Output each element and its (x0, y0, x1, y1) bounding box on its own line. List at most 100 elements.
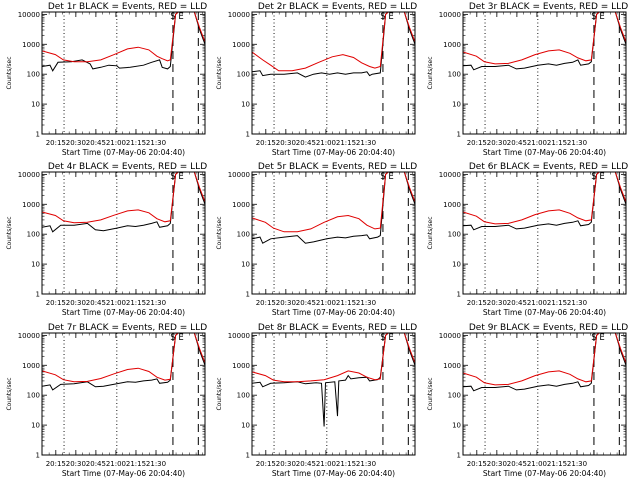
x-tick-label: 21:15 (547, 299, 567, 307)
y-tick-label: 10000 (18, 332, 40, 340)
x-tick-label: 20:15 (46, 139, 66, 147)
y-tick-label: 1 (36, 131, 40, 139)
x-axis-label: Start Time (07-May-06 20:04:40) (272, 308, 395, 317)
chart-title: Det 8r BLACK = Events, RED = LLD (258, 323, 417, 333)
x-tick-label: 20:15 (256, 139, 276, 147)
y-tick-label: 10000 (228, 332, 250, 340)
x-tick-label: 21:15 (336, 299, 356, 307)
x-tick-label: 21:00 (106, 139, 126, 147)
y-tick-label: 100 (237, 231, 250, 239)
y-axis-label: Counts/sec (427, 216, 434, 249)
series-group (252, 172, 415, 244)
y-tick-label: 10 (31, 422, 40, 430)
plot-frame (41, 332, 206, 456)
y-tick-label: 10 (31, 261, 40, 269)
series-group (42, 172, 205, 233)
x-tick-label: 20:15 (256, 299, 276, 307)
x-tick-label: 20:45 (507, 460, 527, 468)
x-tick-label: 21:30 (567, 460, 587, 468)
series-line-events (252, 333, 415, 427)
chart-panel-4: Det 4r BLACK = Events, RED = LLD Counts/s… (6, 162, 207, 317)
y-tick-label: 10000 (18, 171, 40, 179)
y-axis-label: Counts/sec (6, 56, 13, 89)
y-tick-label: 1 (457, 452, 461, 460)
y-tick-label: 10000 (439, 11, 461, 19)
y-tick-label: 1 (457, 291, 461, 299)
x-tick-label: 20:30 (66, 139, 86, 147)
chart-panel-8: Det 8r BLACK = Events, RED = LLD Counts/s… (216, 323, 417, 478)
chart-panel-2: Det 2r BLACK = Events, RED = LLD Counts/s… (216, 2, 417, 157)
x-tick-label: 20:15 (467, 460, 487, 468)
x-tick-label: 20:15 (256, 460, 276, 468)
x-tick-label: 20:15 (46, 299, 66, 307)
x-tick-label: 20:30 (276, 139, 296, 147)
chart-title: Det 3r BLACK = Events, RED = LLD (469, 2, 628, 12)
flare-flag-label: S E (591, 333, 604, 343)
series-line-lld (42, 333, 205, 383)
y-tick-label: 10000 (18, 11, 40, 19)
x-tick-label: 20:30 (276, 460, 296, 468)
x-tick-label: 20:45 (86, 139, 106, 147)
series-group (42, 12, 205, 72)
x-axis-label: Start Time (07-May-06 20:04:40) (483, 469, 606, 478)
series-group (252, 12, 415, 78)
y-tick-label: 10 (241, 422, 250, 430)
x-tick-label: 21:15 (126, 299, 146, 307)
series-line-events (252, 172, 415, 244)
y-tick-label: 1000 (22, 41, 40, 49)
flare-flag-label: S E (591, 172, 604, 182)
x-axis-label: Start Time (07-May-06 20:04:40) (62, 469, 185, 478)
x-tick-label: 20:30 (487, 139, 507, 147)
series-group (463, 172, 626, 231)
plot-frame (462, 171, 627, 295)
series-group (463, 333, 626, 392)
plot-frame (251, 171, 416, 295)
y-tick-label: 1000 (22, 201, 40, 209)
y-tick-label: 100 (237, 71, 250, 79)
x-tick-label: 21:00 (527, 460, 547, 468)
y-tick-label: 10000 (228, 171, 250, 179)
chart-title: Det 6r BLACK = Events, RED = LLD (469, 162, 628, 172)
x-tick-label: 20:45 (296, 460, 316, 468)
plot-frame (462, 332, 627, 456)
chart-panel-7: Det 7r BLACK = Events, RED = LLD Counts/s… (6, 323, 207, 478)
x-tick-label: 20:15 (467, 299, 487, 307)
y-tick-label: 10000 (439, 171, 461, 179)
series-line-lld (252, 172, 415, 233)
y-axis-label: Counts/sec (427, 56, 434, 89)
y-tick-label: 10000 (439, 332, 461, 340)
chart-panel-5: Det 5r BLACK = Events, RED = LLD Counts/s… (216, 162, 417, 317)
x-axis-label: Start Time (07-May-06 20:04:40) (483, 148, 606, 157)
series-group (463, 12, 626, 71)
x-tick-label: 20:15 (467, 139, 487, 147)
y-tick-label: 10 (452, 422, 461, 430)
plot-frame (41, 11, 206, 135)
plot-frame (251, 332, 416, 456)
x-tick-label: 21:00 (106, 460, 126, 468)
x-tick-label: 21:30 (146, 139, 166, 147)
series-line-lld (252, 333, 415, 383)
chart-panel-1: Det 1r BLACK = Events, RED = LLD Counts/s… (6, 2, 207, 157)
y-tick-label: 100 (27, 231, 40, 239)
y-tick-label: 1 (246, 291, 250, 299)
y-tick-label: 10 (452, 101, 461, 109)
y-tick-label: 10 (241, 101, 250, 109)
x-tick-label: 20:30 (66, 460, 86, 468)
series-line-lld (463, 12, 626, 65)
x-axis-label: Start Time (07-May-06 20:04:40) (62, 148, 185, 157)
y-tick-label: 1000 (443, 41, 461, 49)
y-tick-label: 1000 (232, 201, 250, 209)
y-tick-label: 1000 (443, 362, 461, 370)
chart-title: Det 4r BLACK = Events, RED = LLD (48, 162, 207, 172)
y-tick-label: 1000 (443, 201, 461, 209)
x-tick-label: 20:45 (507, 139, 527, 147)
x-tick-label: 21:00 (316, 460, 336, 468)
x-tick-label: 21:30 (356, 139, 376, 147)
y-tick-label: 1 (457, 131, 461, 139)
series-line-lld (463, 333, 626, 386)
y-tick-label: 100 (448, 392, 461, 400)
y-tick-label: 10 (452, 261, 461, 269)
series-group (252, 333, 415, 427)
series-line-lld (252, 12, 415, 72)
